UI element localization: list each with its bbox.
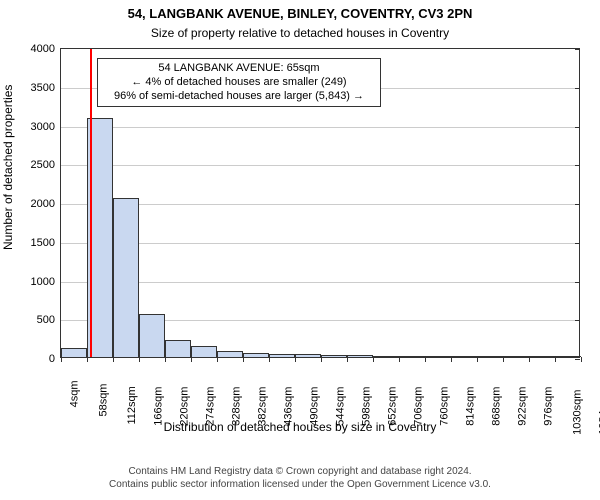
histogram-bar	[451, 356, 477, 357]
y-tick-label: 1500	[31, 237, 61, 249]
x-tick-mark	[217, 357, 218, 362]
histogram-bar	[61, 348, 87, 357]
annotation-box: 54 LANGBANK AVENUE: 65sqm← 4% of detache…	[97, 58, 381, 107]
y-tick-label: 4000	[31, 43, 61, 55]
histogram-bar	[373, 356, 399, 357]
x-tick-mark	[477, 357, 478, 362]
histogram-bar	[425, 356, 451, 357]
chart-footer: Contains HM Land Registry data © Crown c…	[0, 466, 600, 491]
y-tick-mark	[575, 243, 580, 244]
footer-line: Contains public sector information licen…	[0, 479, 600, 492]
gridline	[61, 127, 579, 128]
histogram-bar	[217, 351, 243, 357]
histogram-bar	[529, 356, 555, 357]
x-tick-mark	[113, 357, 114, 362]
y-tick-label: 1000	[31, 276, 61, 288]
y-tick-mark	[575, 49, 580, 50]
x-tick-mark	[503, 357, 504, 362]
x-tick-mark	[373, 357, 374, 362]
histogram-bar	[191, 346, 217, 357]
histogram-bar	[139, 314, 165, 357]
histogram-bar	[295, 354, 321, 357]
x-tick-mark	[581, 357, 582, 362]
gridline	[61, 165, 579, 166]
x-tick-mark	[243, 357, 244, 362]
y-tick-mark	[575, 127, 580, 128]
x-tick-label: 58sqm	[98, 384, 110, 417]
histogram-bar	[321, 355, 347, 357]
y-tick-mark	[575, 88, 580, 89]
histogram-bar	[165, 340, 191, 357]
y-axis-label: Number of detached properties	[1, 85, 15, 250]
annotation-line: 54 LANGBANK AVENUE: 65sqm	[104, 62, 374, 76]
x-tick-mark	[61, 357, 62, 362]
histogram-bar	[347, 355, 373, 357]
histogram-bar	[399, 356, 425, 357]
plot-area: 050010001500200025003000350040004sqm58sq…	[60, 48, 580, 358]
y-tick-label: 500	[37, 314, 61, 326]
histogram-bar	[269, 354, 295, 357]
x-tick-mark	[451, 357, 452, 362]
y-tick-mark	[575, 165, 580, 166]
x-tick-mark	[529, 357, 530, 362]
x-tick-mark	[191, 357, 192, 362]
x-tick-mark	[399, 357, 400, 362]
annotation-line: 96% of semi-detached houses are larger (…	[104, 90, 374, 104]
histogram-bar	[555, 356, 581, 357]
y-tick-label: 0	[49, 353, 61, 365]
y-tick-mark	[575, 359, 580, 360]
histogram-bar	[477, 356, 503, 357]
histogram-bar	[243, 353, 269, 357]
histogram-bar	[113, 198, 139, 357]
chart-title-line1: 54, LANGBANK AVENUE, BINLEY, COVENTRY, C…	[0, 6, 600, 21]
x-tick-mark	[347, 357, 348, 362]
y-tick-mark	[575, 204, 580, 205]
x-tick-mark	[139, 357, 140, 362]
chart-title-line2: Size of property relative to detached ho…	[0, 26, 600, 40]
annotation-line: ← 4% of detached houses are smaller (249…	[104, 76, 374, 90]
y-tick-label: 3000	[31, 121, 61, 133]
x-tick-mark	[269, 357, 270, 362]
x-tick-label: 112sqm	[126, 386, 138, 424]
property-marker-line	[90, 49, 92, 357]
y-tick-mark	[575, 282, 580, 283]
x-tick-mark	[295, 357, 296, 362]
x-tick-mark	[555, 357, 556, 362]
y-tick-mark	[575, 320, 580, 321]
y-tick-label: 3500	[31, 82, 61, 94]
x-tick-label: 4sqm	[68, 380, 80, 407]
x-tick-mark	[87, 357, 88, 362]
x-axis-label: Distribution of detached houses by size …	[0, 420, 600, 434]
x-tick-mark	[425, 357, 426, 362]
x-tick-mark	[321, 357, 322, 362]
footer-line: Contains HM Land Registry data © Crown c…	[0, 466, 600, 479]
y-tick-label: 2500	[31, 159, 61, 171]
y-tick-label: 2000	[31, 198, 61, 210]
histogram-bar	[503, 356, 529, 357]
x-tick-mark	[165, 357, 166, 362]
property-size-chart: 54, LANGBANK AVENUE, BINLEY, COVENTRY, C…	[0, 0, 600, 500]
